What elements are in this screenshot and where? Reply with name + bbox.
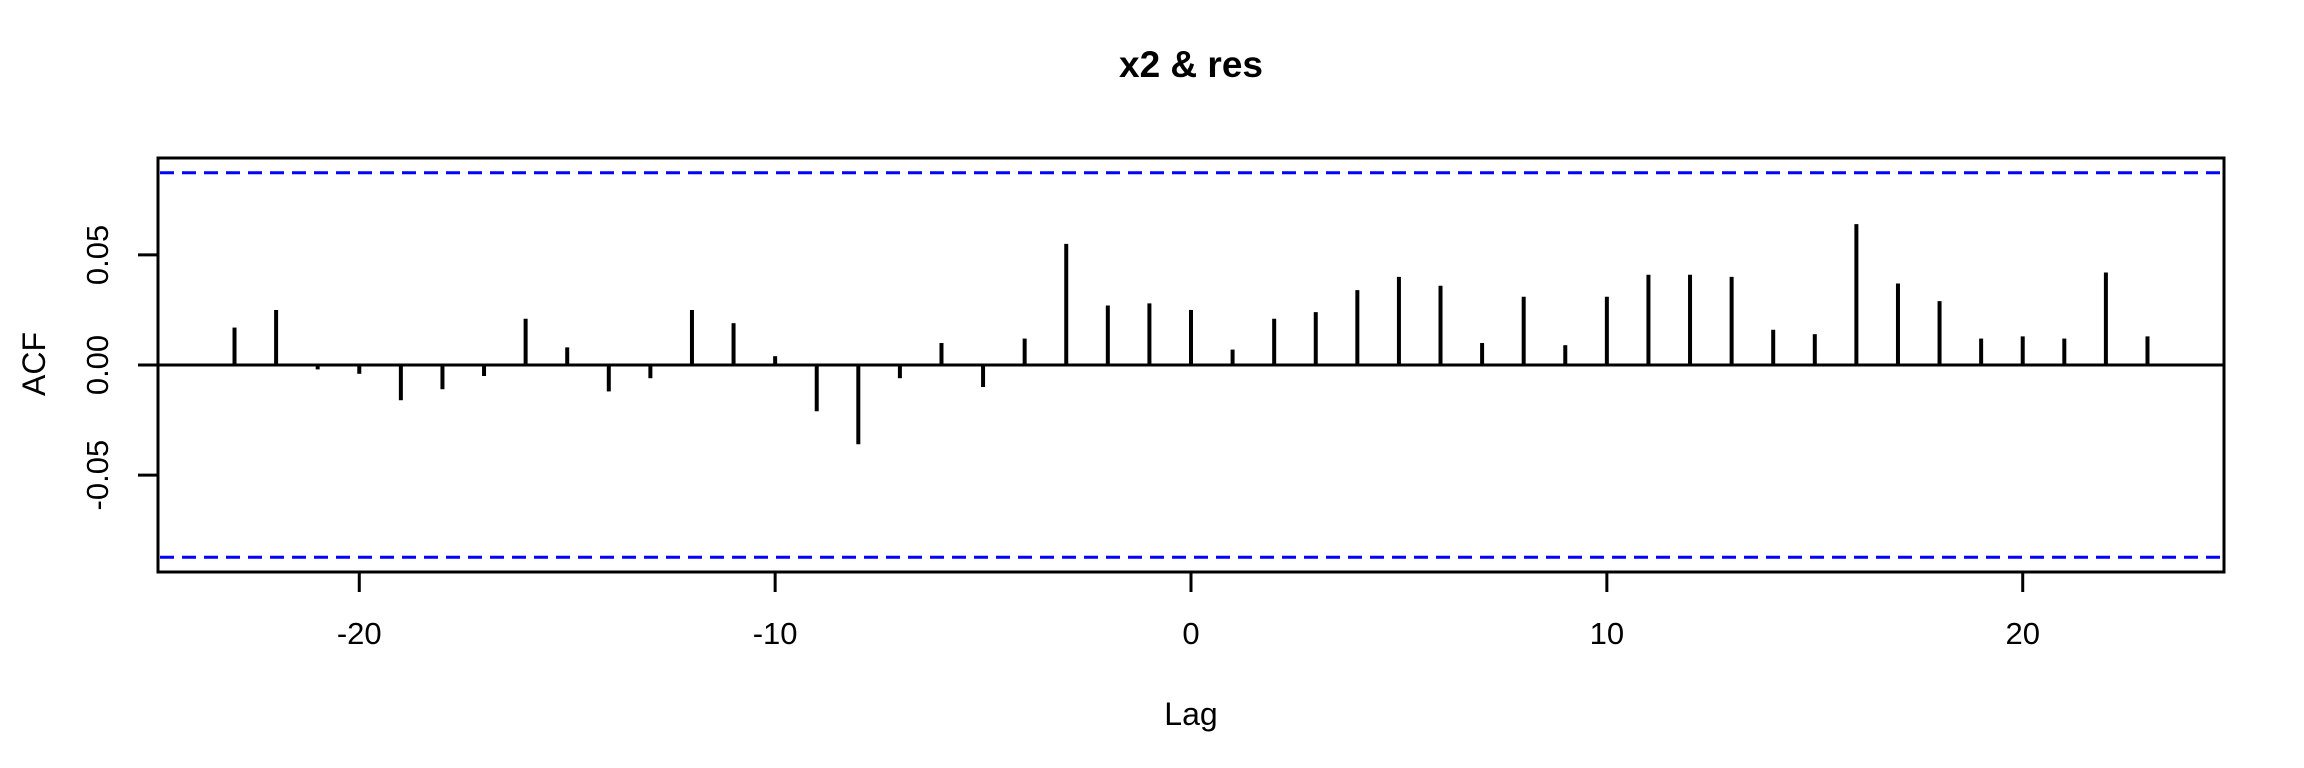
x-tick-label: 20	[2005, 616, 2039, 651]
chart-title: x2 & res	[1119, 44, 1263, 85]
x-tick-label: 0	[1182, 616, 1199, 651]
y-tick-label: 0.05	[80, 225, 115, 285]
x-tick-label: -10	[753, 616, 798, 651]
y-axis-label: ACF	[16, 332, 52, 396]
y-tick-label: -0.05	[80, 440, 115, 511]
y-tick-label: 0.00	[80, 335, 115, 395]
x-axis-label: Lag	[1164, 696, 1218, 732]
x-tick-label: 10	[1590, 616, 1624, 651]
x-tick-label: -20	[337, 616, 382, 651]
